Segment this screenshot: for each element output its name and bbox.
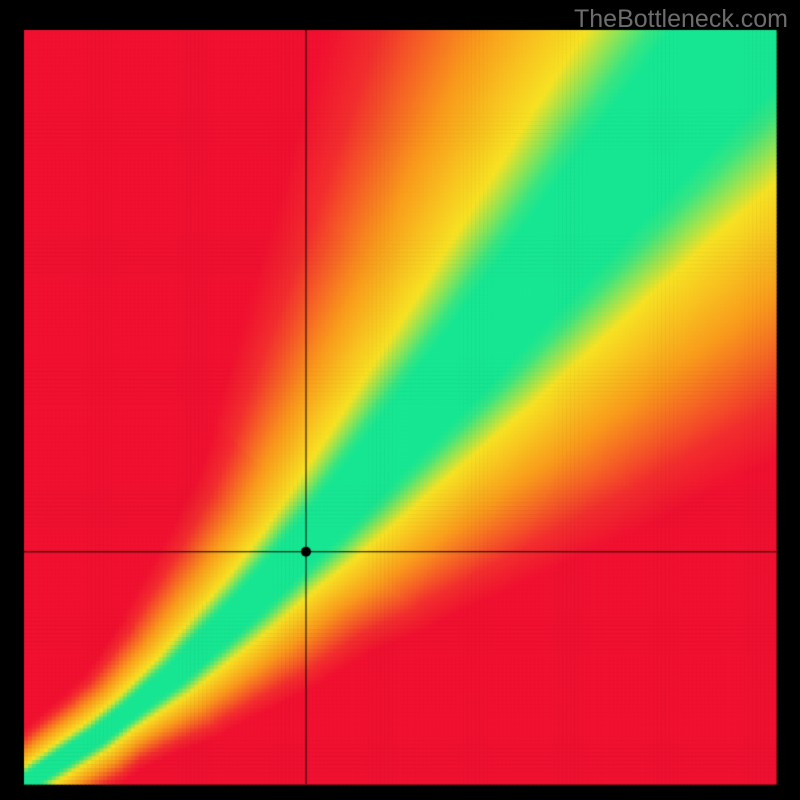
bottleneck-heatmap: [0, 0, 800, 800]
watermark-text: TheBottleneck.com: [574, 5, 788, 34]
